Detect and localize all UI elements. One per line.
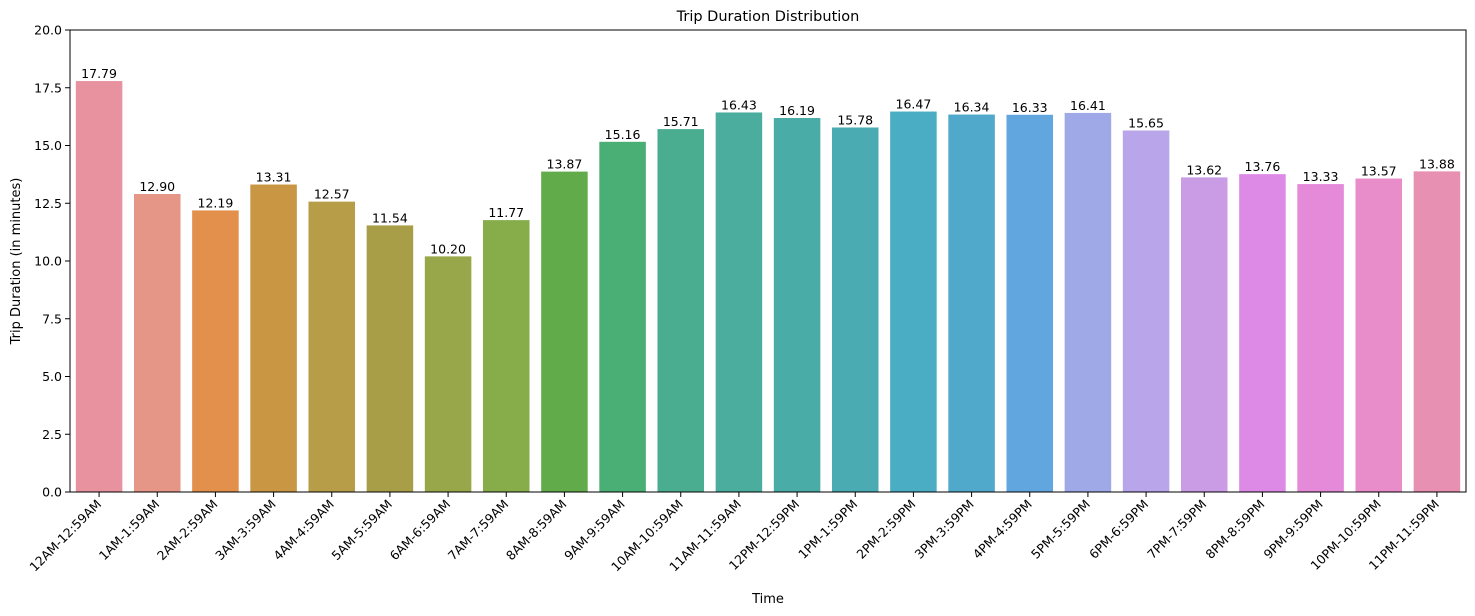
x-tick-label: 2PM-2:59PM [853,497,918,562]
x-tick-label: 2AM-2:59AM [154,497,221,564]
y-tick-label: 7.5 [42,311,62,326]
x-tick-label: 8PM-8:59PM [1202,497,1267,562]
data-labels: 17.79 12.90 12.19 13.31 12.57 11.54 10.20 11.77… [81,66,1455,256]
bar-value-label: 15.16 [605,127,641,142]
x-tick-label: 9PM-9:59PM [1261,497,1326,562]
bar-3AM-3:59AM [250,184,297,492]
y-tick-label: 15.0 [34,138,62,153]
bar-5PM-5:59PM [1064,112,1112,492]
x-tick-label: 6AM-6:59AM [387,497,454,564]
bar-value-label: 13.88 [1419,156,1455,171]
x-tick-label: 1AM-1:59AM [96,497,163,564]
bar-value-label: 16.33 [1012,100,1048,115]
bar-value-label: 13.62 [1186,162,1222,177]
x-tick-label: 4PM-4:59PM [970,497,1035,562]
bar-7AM-7:59AM [482,220,530,492]
x-tick-label: 8AM-8:59AM [503,497,570,564]
bar-5AM-5:59AM [366,225,414,492]
bar-11PM-11:59PM [1413,171,1461,492]
bar-1AM-1:59AM [133,194,181,492]
bar-8AM-8:59AM [541,171,588,492]
bar-12PM-12:59PM [773,118,821,493]
bar-9AM-9:59AM [599,141,646,492]
y-tick-label: 10.0 [34,254,62,269]
bar-6AM-6:59AM [424,256,472,492]
y-axis: 0.0 2.5 5.0 7.5 10.0 12.5 15.0 17.5 20.0 [34,23,70,500]
x-tick-label: 5AM-5:59AM [328,497,395,564]
x-tick-label: 3PM-3:59PM [912,497,977,562]
x-tick-label: 1PM-1:59PM [795,497,860,562]
bar-value-label: 13.76 [1245,159,1281,174]
bar-value-label: 12.19 [198,195,234,210]
x-tick-label: 5PM-5:59PM [1028,497,1093,562]
y-tick-label: 0.0 [42,485,62,500]
bar-value-label: 12.90 [139,179,175,194]
bar-value-label: 10.20 [430,241,466,256]
bar-value-label: 16.41 [1070,98,1106,113]
bar-9PM-9:59PM [1297,184,1344,492]
bar-2AM-2:59AM [192,210,239,492]
bar-value-label: 13.57 [1361,164,1397,179]
bar-1PM-1:59PM [831,127,879,493]
x-tick-label: 7AM-7:59AM [445,497,512,564]
bar-6PM-6:59PM [1122,130,1170,493]
bars [75,81,1461,493]
bar-7PM-7:59PM [1180,177,1228,493]
x-tick-label: 6PM-6:59PM [1086,497,1151,562]
chart-title: Trip Duration Distribution [676,9,860,25]
x-tick-label: 12AM-12:59AM [26,497,104,575]
bar-value-label: 16.19 [779,103,815,118]
bar-3PM-3:59PM [948,114,995,493]
y-tick-label: 17.5 [34,80,62,95]
bar-value-label: 13.31 [256,170,292,185]
y-axis-title: Trip Duration (in minutes) [9,178,24,346]
y-tick-label: 5.0 [42,369,62,384]
bar-value-label: 16.34 [954,100,990,115]
bar-value-label: 15.71 [663,114,699,129]
bar-10AM-10:59AM [657,129,705,492]
y-tick-label: 12.5 [34,196,62,211]
y-tick-label: 20.0 [34,23,62,38]
x-axis-title: Time [751,592,784,607]
bar-10PM-10:59PM [1355,178,1403,492]
y-tick-label: 2.5 [42,427,62,442]
bar-12AM-12:59AM [75,81,123,493]
bar-value-label: 15.65 [1128,115,1164,130]
bar-value-label: 17.79 [81,66,117,81]
bar-8PM-8:59PM [1239,174,1286,493]
bar-value-label: 11.54 [372,210,408,225]
bar-value-label: 12.57 [314,187,350,202]
bar-value-label: 11.77 [488,205,524,220]
bar-2PM-2:59PM [890,111,937,492]
x-axis: 12AM-12:59AM1AM-1:59AM2AM-2:59AM3AM-3:59… [26,492,1442,574]
x-tick-label: 7PM-7:59PM [1144,497,1209,562]
bar-value-label: 13.87 [547,157,583,172]
bar-value-label: 13.33 [1303,169,1339,184]
bar-11AM-11:59AM [715,112,763,492]
bar-value-label: 15.78 [837,112,873,127]
bar-4AM-4:59AM [308,201,356,492]
bar-value-label: 16.47 [896,97,932,112]
bar-4PM-4:59PM [1006,114,1054,492]
x-tick-label: 4AM-4:59AM [270,497,337,564]
bar-value-label: 16.43 [721,97,757,112]
x-tick-label: 3AM-3:59AM [212,497,279,564]
